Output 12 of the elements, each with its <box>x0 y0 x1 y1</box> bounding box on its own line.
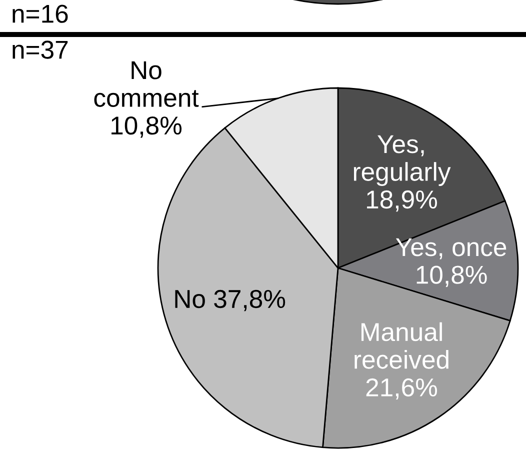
slice-label: No <box>132 61 162 80</box>
data-label: 21,6% <box>366 378 438 400</box>
text: n=16 <box>12 4 68 23</box>
slice-label: Manual received <box>354 322 448 369</box>
category-label: No 37,8% <box>175 290 286 312</box>
slice-label: Yes, once <box>396 238 506 260</box>
data-label: 10,8% <box>112 116 182 138</box>
data-label: 10,8% <box>416 266 487 287</box>
text: n=37 <box>12 40 68 59</box>
slice-label: Yes, regularly <box>354 135 451 186</box>
category-label: comment <box>94 90 199 107</box>
data-label: 18,9% <box>367 190 438 212</box>
